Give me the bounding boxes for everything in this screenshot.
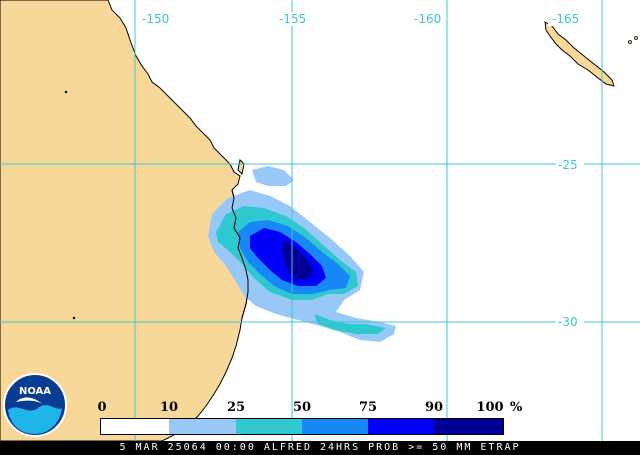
lat-label-25: -25 (558, 158, 578, 172)
legend-swatch (169, 419, 236, 434)
legend-swatch (434, 419, 503, 434)
legend-tick: 25 (226, 400, 246, 415)
legend-swatch (236, 419, 302, 434)
probability-field (208, 166, 396, 342)
legend-tick: 0 (97, 400, 107, 415)
lat-label-bg (556, 158, 584, 172)
lat-label-30: -30 (558, 315, 578, 329)
prob-90-100 (282, 240, 314, 280)
graticule (0, 0, 640, 441)
island (634, 36, 638, 40)
legend-tick: 75 (358, 400, 378, 415)
legend-tick: 10 (159, 400, 179, 415)
lon-label-160: -160 (414, 12, 441, 26)
lon-label-bg (275, 12, 307, 26)
island (72, 316, 76, 320)
legend-tick: 90 (424, 400, 444, 415)
footer-caption: 5 MAR 25064 00:00 ALFRED 24HRS PROB >= 5… (0, 441, 640, 455)
noaa-logo: NOAA (3, 373, 67, 437)
lat-label-bg (556, 315, 584, 329)
lon-label-bg (410, 12, 442, 26)
legend-swatch (368, 419, 434, 434)
lon-label-150: -150 (142, 12, 169, 26)
island (628, 40, 632, 44)
map: -150 -155 -160 -165 -25 -30 (0, 0, 640, 441)
legend: 0 10 25 50 75 90 100 % (97, 400, 522, 436)
legend-tick: 100 (476, 400, 504, 415)
new-caledonia-land (544, 21, 615, 87)
legend-swatch (302, 419, 368, 434)
noaa-logo-text: NOAA (19, 386, 51, 397)
legend-unit: % (510, 400, 523, 415)
island (64, 90, 68, 94)
lon-label-bg (548, 12, 580, 26)
legend-color-bar (100, 418, 504, 435)
lon-label-155: -155 (279, 12, 306, 26)
legend-tick: 50 (292, 400, 312, 415)
lon-label-bg (138, 12, 170, 26)
lon-label-165: -165 (552, 12, 579, 26)
legend-swatch (101, 419, 169, 434)
coastline (231, 189, 249, 319)
